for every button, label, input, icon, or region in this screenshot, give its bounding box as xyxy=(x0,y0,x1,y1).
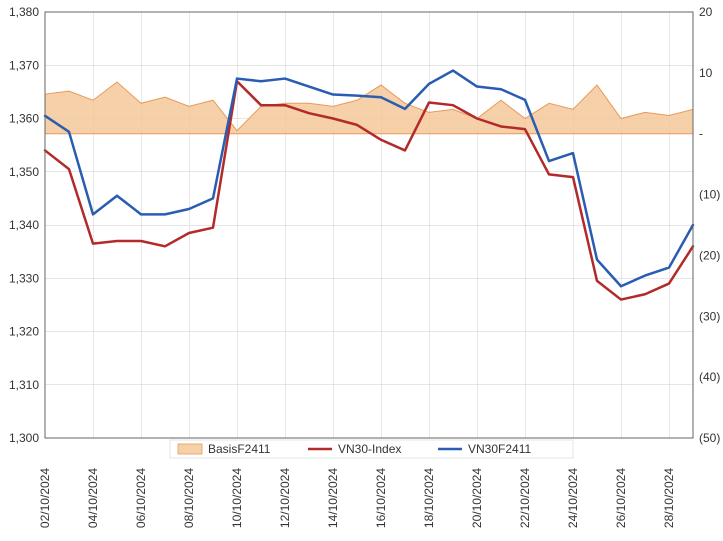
y-left-tick-label: 1,310 xyxy=(9,378,39,392)
y-left-tick-label: 1,300 xyxy=(9,431,39,445)
x-tick-label: 26/10/2024 xyxy=(614,468,628,528)
y-left-tick-label: 1,340 xyxy=(9,218,39,232)
y-left-tick-label: 1,360 xyxy=(9,112,39,126)
x-tick-label: 08/10/2024 xyxy=(182,468,196,528)
y-left-tick-label: 1,380 xyxy=(9,5,39,19)
legend-label-vn30f: VN30F2411 xyxy=(468,442,531,456)
x-tick-label: 02/10/2024 xyxy=(38,468,52,528)
y-left-tick-label: 1,320 xyxy=(9,325,39,339)
y-right-tick-label: - xyxy=(699,127,703,141)
x-tick-label: 12/10/2024 xyxy=(278,468,292,528)
y-right-tick-label: (20) xyxy=(699,248,720,262)
x-tick-label: 10/10/2024 xyxy=(230,468,244,528)
x-tick-label: 06/10/2024 xyxy=(134,468,148,528)
y-right-tick-label: (50) xyxy=(699,431,720,445)
x-tick-label: 16/10/2024 xyxy=(374,468,388,528)
chart-svg: 1,300 1,310 1,320 1,330 1,340 1,350 1,360 1,370… xyxy=(0,0,723,541)
x-tick-label: 24/10/2024 xyxy=(566,468,580,528)
legend-label-vn30: VN30-Index xyxy=(338,442,401,456)
x-tick-label: 20/10/2024 xyxy=(470,468,484,528)
x-tick-label: 22/10/2024 xyxy=(518,468,532,528)
chart-container: 1,300 1,310 1,320 1,330 1,340 1,350 1,360 1,370… xyxy=(0,0,723,541)
x-tick-label: 18/10/2024 xyxy=(422,468,436,528)
y-right-tick-label: 20 xyxy=(699,5,713,19)
x-tick-label: 14/10/2024 xyxy=(326,468,340,528)
legend-swatch-basis xyxy=(178,444,202,454)
y-left-tick-label: 1,330 xyxy=(9,271,39,285)
x-tick-label: 04/10/2024 xyxy=(86,468,100,528)
y-right-tick-label: (30) xyxy=(699,309,720,323)
y-right-tick-label: (40) xyxy=(699,370,720,384)
y-right-tick-label: (10) xyxy=(699,188,720,202)
y-left-tick-label: 1,370 xyxy=(9,58,39,72)
x-tick-label: 28/10/2024 xyxy=(662,468,676,528)
legend-label-basis: BasisF2411 xyxy=(208,442,271,456)
y-left-tick-label: 1,350 xyxy=(9,165,39,179)
y-right-tick-label: 10 xyxy=(699,66,713,80)
